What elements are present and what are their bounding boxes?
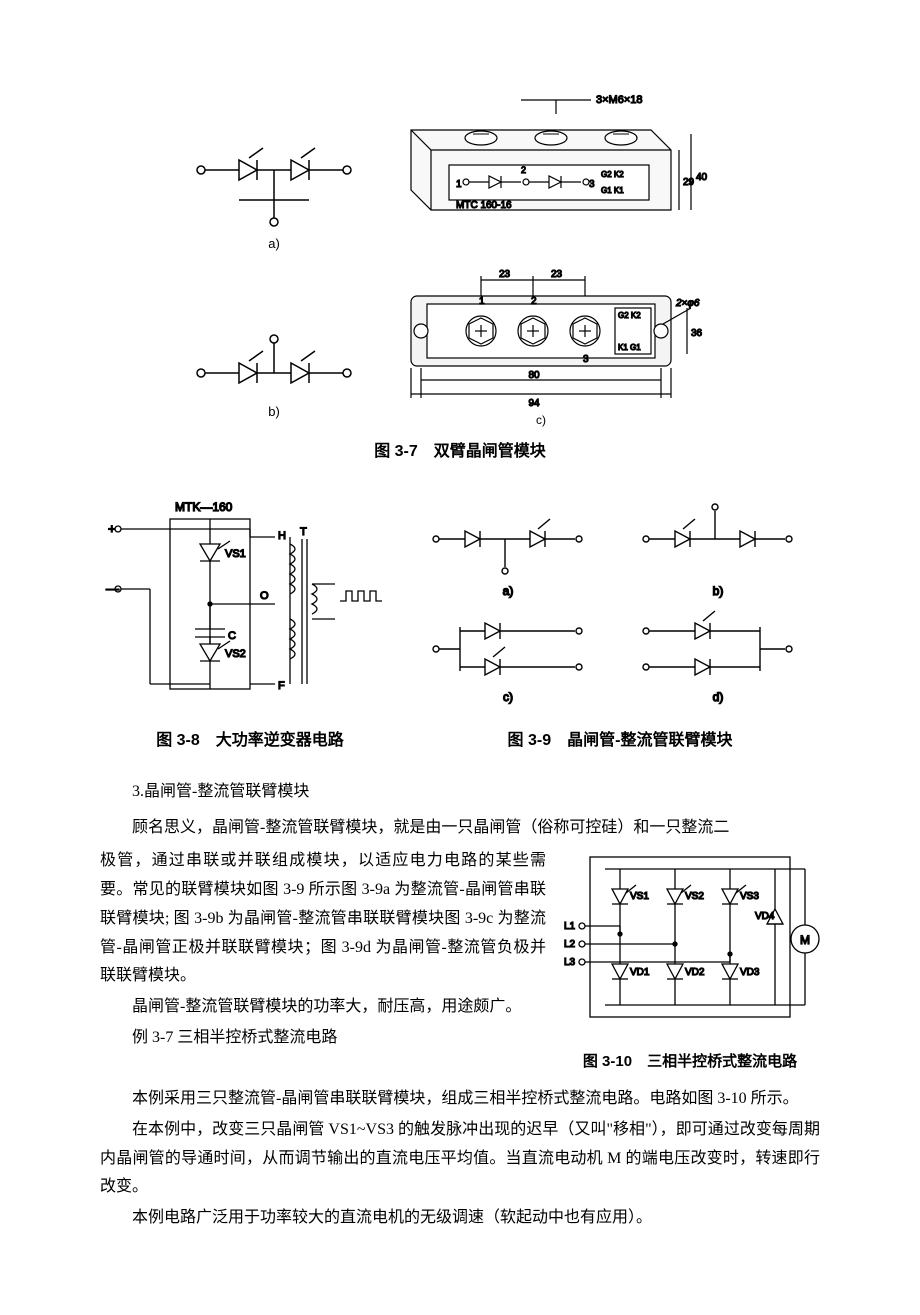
fig37-module-front: 23 23 1 (371, 268, 731, 428)
svg-text:M: M (800, 933, 810, 947)
fig37-b-label: b) (268, 404, 280, 419)
svg-text:40: 40 (696, 172, 708, 183)
para-5: 在本例中，改变三只晶闸管 VS1~VS3 的触发脉冲出现的迟早（又叫"移相"），… (100, 1116, 820, 1202)
svg-text:1: 1 (456, 179, 462, 190)
svg-text:K1 G1: K1 G1 (618, 343, 641, 352)
svg-text:G1 K1: G1 K1 (601, 186, 624, 195)
svg-text:3: 3 (583, 354, 589, 365)
fig38-39-captions: 图 3-8 大功率逆变器电路 图 3-9 晶闸管-整流管联臂模块 (100, 719, 820, 774)
svg-text:H: H (278, 530, 286, 542)
fig37-module-iso: 3×M6×18 1 (371, 90, 731, 260)
svg-text:G2 K2: G2 K2 (601, 170, 624, 179)
para-1a: 顾名思义，晶闸管-整流管联臂模块，就是由一只晶闸管（俗称可控硅）和一只整流二 (100, 814, 820, 843)
fig37-c-label: c) (536, 413, 546, 427)
svg-text:L2: L2 (564, 939, 576, 950)
fig37-schematic-b: b) (189, 318, 359, 428)
svg-text:VD2: VD2 (685, 967, 705, 978)
svg-text:2×φ6: 2×φ6 (675, 298, 700, 309)
svg-text:3: 3 (589, 179, 595, 190)
svg-text:94: 94 (528, 398, 540, 409)
figure-3-8: MTK—160 VS1 VS2 (100, 489, 400, 719)
svg-text:C: C (228, 630, 236, 642)
svg-text:VS1: VS1 (630, 891, 649, 902)
svg-text:VD4: VD4 (755, 911, 775, 922)
svg-text:+: + (108, 521, 116, 536)
svg-text:O: O (260, 590, 269, 602)
svg-text:VS2: VS2 (685, 891, 704, 902)
svg-text:VS1: VS1 (225, 548, 246, 560)
fig37-b-svg: b) (189, 318, 359, 428)
svg-text:1: 1 (479, 296, 485, 307)
fig39-svg: a) (420, 489, 820, 719)
svg-text:d): d) (713, 690, 724, 704)
svg-text:a): a) (503, 584, 514, 598)
fig38-39-row: MTK—160 VS1 VS2 (100, 489, 820, 719)
fig37-iso-svg: 3×M6×18 1 (371, 90, 731, 260)
fig37-caption: 图 3-7 双臂晶闸管模块 (100, 438, 820, 467)
fig310-caption: 图 3-10 三相半控桥式整流电路 (560, 1048, 820, 1075)
svg-text:b): b) (713, 584, 724, 598)
fig37-a-label: a) (268, 236, 280, 251)
para-6: 本例电路广泛用于功率较大的直流电机的无级调速（软起动中也有应用）。 (100, 1204, 820, 1233)
fig37-schematic-a: a) (189, 140, 359, 260)
svg-text:VD1: VD1 (630, 967, 650, 978)
fig39-caption: 图 3-9 晶闸管-整流管联臂模块 (420, 727, 820, 756)
figure-3-9: a) (420, 489, 820, 719)
fig38-caption: 图 3-8 大功率逆变器电路 (100, 727, 400, 756)
svg-text:3×M6×18: 3×M6×18 (596, 94, 642, 106)
svg-text:36: 36 (691, 328, 703, 339)
fig37-front-svg: 23 23 1 (371, 268, 731, 428)
svg-text:—: — (106, 581, 119, 596)
svg-text:G2 K2: G2 K2 (618, 311, 641, 320)
figure-3-10: VS1 VD1 VS2 (560, 849, 820, 1079)
svg-text:2: 2 (531, 296, 537, 307)
svg-text:29: 29 (683, 177, 695, 188)
svg-text:80: 80 (528, 370, 540, 381)
para-4: 本例采用三只整流管-晶闸管串联联臂模块，组成三相半控桥式整流电路。电路如图 3-… (100, 1085, 820, 1114)
fig310-svg: VS1 VD1 VS2 (560, 849, 820, 1029)
svg-text:L3: L3 (564, 957, 576, 968)
svg-text:23: 23 (551, 269, 563, 280)
svg-text:L1: L1 (564, 921, 576, 932)
text-with-float: VS1 VD1 VS2 (100, 845, 820, 1083)
figure-3-7: a) 3×M6×18 (100, 90, 820, 467)
fig38-svg: MTK—160 VS1 VS2 (100, 489, 400, 719)
fig37-a-svg: a) (189, 140, 359, 260)
section-3-heading: 3.晶闸管-整流管联臂模块 (100, 778, 820, 807)
svg-text:MTC 160-16: MTC 160-16 (456, 200, 512, 211)
svg-text:VS2: VS2 (225, 648, 246, 660)
svg-text:VD3: VD3 (740, 967, 760, 978)
svg-text:T: T (300, 526, 307, 538)
fig37-row-bottom: b) 23 23 (100, 268, 820, 428)
svg-text:VS3: VS3 (740, 891, 759, 902)
svg-text:23: 23 (499, 269, 511, 280)
svg-text:c): c) (503, 690, 513, 704)
svg-text:MTK—160: MTK—160 (175, 500, 233, 514)
svg-text:2: 2 (521, 165, 526, 175)
fig37-row-top: a) 3×M6×18 (100, 90, 820, 260)
svg-text:F: F (278, 680, 285, 692)
